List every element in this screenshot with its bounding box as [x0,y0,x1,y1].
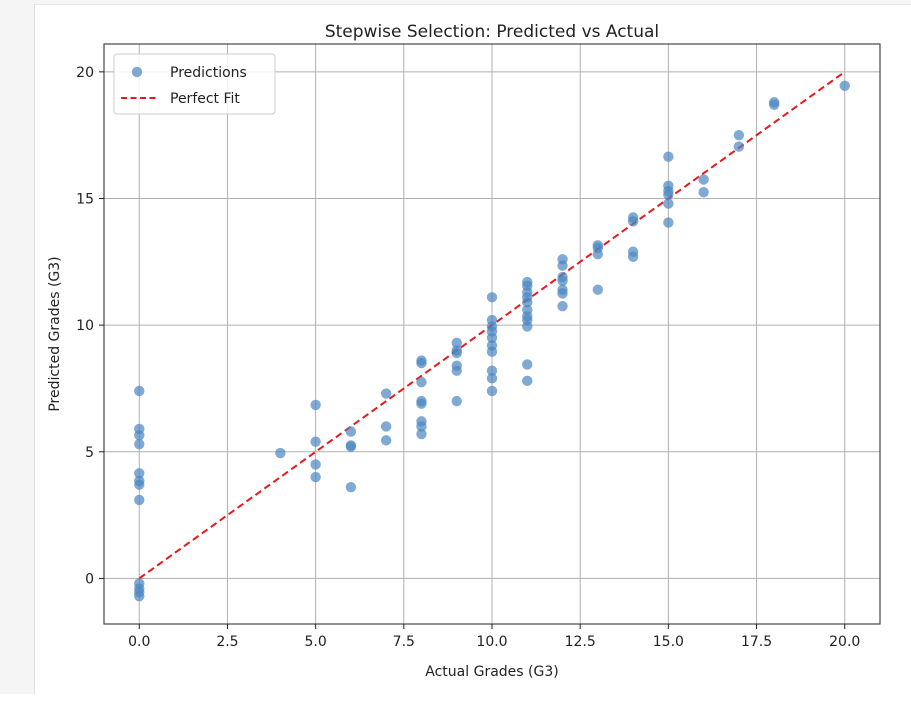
x-tick-label: 17.5 [741,634,772,650]
y-axis-ticks: 0 5 10 15 20 [76,65,104,587]
legend-marker-icon [131,66,143,78]
chart-title: Stepwise Selection: Predicted vs Actual [325,22,659,42]
prediction-point [134,430,145,441]
prediction-point [380,421,392,432]
prediction-point [310,436,321,447]
y-tick-label: 10 [76,318,94,334]
prediction-point [698,186,709,198]
prediction-point [486,332,498,343]
prediction-point [275,447,286,459]
prediction-point [416,398,427,409]
prediction-point [486,373,498,384]
prediction-point [134,590,145,602]
prediction-point [522,359,533,370]
prediction-point [451,395,462,407]
prediction-point [380,435,392,446]
prediction-point [416,428,427,440]
prediction-point [486,346,498,357]
prediction-point [134,438,145,450]
x-axis-label: Actual Grades (G3) [425,664,558,680]
prediction-point [416,376,427,388]
prediction-point [592,249,604,260]
prediction-point [557,275,568,287]
prediction-point [698,174,709,185]
y-tick-label: 15 [76,191,94,207]
prediction-point [134,468,145,479]
prediction-point [416,357,427,369]
prediction-point [522,321,533,332]
prediction-point [663,189,674,200]
y-axis-label: Predicted Grades (G3) [47,256,63,411]
prediction-point [663,198,674,209]
prediction-point [663,217,674,228]
prediction-points [134,80,850,602]
x-tick-label: 7.5 [393,634,415,650]
prediction-point [345,441,357,452]
x-tick-label: 2.5 [216,634,238,650]
prediction-point [451,347,462,359]
prediction-point [345,426,357,437]
notebook-cell-divider [34,0,911,5]
y-tick-label: 20 [76,65,94,81]
grid-lines [104,44,880,624]
prediction-point [134,479,145,490]
prediction-point [310,471,321,483]
prediction-point [733,141,745,152]
prediction-point [627,251,639,262]
prediction-point [486,365,498,376]
y-tick-label: 5 [85,445,94,461]
prediction-point [522,375,533,387]
prediction-point [451,337,462,349]
prediction-point [522,297,533,308]
prediction-point [134,385,145,397]
x-axis-ticks: 0.0 2.5 5.0 7.5 10.0 12.5 15.0 17.5 20.0 [128,624,860,650]
prediction-point [592,284,604,295]
prediction-point [486,292,498,303]
legend-label-predictions: Predictions [170,65,247,81]
prediction-point [345,482,357,493]
x-tick-label: 0.0 [128,634,150,650]
prediction-point [663,151,674,162]
prediction-point [134,494,145,506]
prediction-point [557,300,568,312]
prediction-point [380,388,392,399]
legend: Predictions Perfect Fit [113,53,276,115]
prediction-point [768,99,780,110]
prediction-point [310,459,321,470]
prediction-point [451,365,462,376]
x-tick-label: 5.0 [305,634,327,650]
prediction-point [486,385,498,397]
x-tick-label: 15.0 [653,634,684,650]
prediction-point [416,421,427,432]
prediction-point [839,80,850,91]
prediction-point [557,260,568,271]
x-tick-label: 20.0 [829,634,860,650]
prediction-point [310,399,321,411]
notebook-output-gutter [0,0,35,694]
y-tick-label: 0 [85,571,94,587]
prediction-point [557,288,568,299]
x-tick-label: 10.0 [476,634,507,650]
x-tick-label: 12.5 [565,634,596,650]
legend-label-perfect-fit: Perfect Fit [170,91,240,107]
prediction-point [627,216,639,227]
prediction-point [733,129,745,141]
